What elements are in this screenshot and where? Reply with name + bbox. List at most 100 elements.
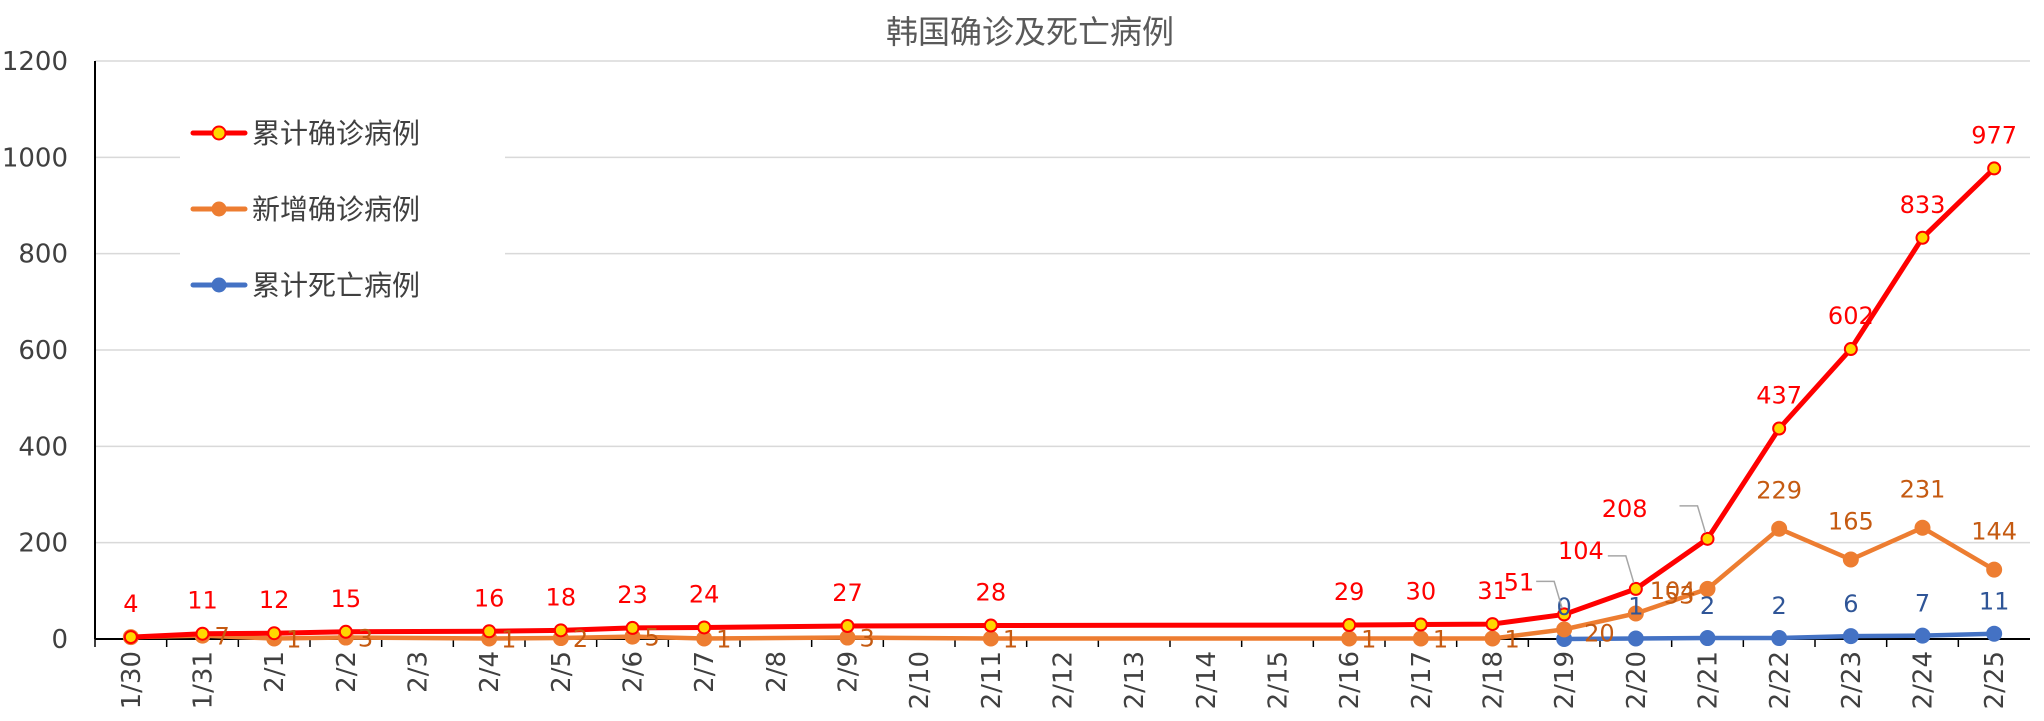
x-tick-label: 2/16 — [1335, 651, 1365, 709]
x-tick-label: 2/12 — [1049, 651, 1079, 709]
data-point — [1341, 630, 1358, 647]
data-point — [1699, 580, 1716, 597]
x-tick-label: 2/1 — [260, 651, 290, 693]
x-tick-label: 2/8 — [762, 651, 792, 693]
x-tick-label: 2/6 — [619, 651, 649, 693]
data-point — [1627, 605, 1644, 622]
data-point — [1915, 230, 1930, 245]
data-point — [1699, 630, 1716, 647]
legend-marker — [211, 201, 227, 217]
y-axis-ticks: 0 200 400 600 800 1000 1200 — [2, 47, 68, 655]
data-point — [1342, 618, 1357, 633]
data-label: 3 — [860, 625, 875, 653]
data-point — [1627, 630, 1644, 647]
data-label: 104 — [1558, 537, 1604, 565]
data-label: 18 — [546, 583, 577, 611]
x-tick-label: 2/17 — [1407, 651, 1437, 709]
data-label: 29 — [1334, 578, 1365, 606]
x-tick-label: 1/31 — [189, 651, 219, 709]
data-point — [1987, 161, 2002, 176]
x-tick-label: 2/7 — [690, 651, 720, 693]
data-point — [1914, 627, 1931, 644]
x-tick-label: 2/23 — [1837, 651, 1867, 709]
data-label: 977 — [1971, 121, 2017, 149]
data-label: 24 — [689, 580, 720, 608]
data-point — [1843, 342, 1858, 357]
x-tick-label: 2/24 — [1909, 651, 1939, 709]
x-tick-label: 2/19 — [1550, 651, 1580, 709]
data-label: 11 — [187, 587, 218, 615]
y-tick-label: 600 — [18, 336, 68, 366]
data-label: 231 — [1900, 476, 1946, 504]
data-point — [338, 624, 353, 639]
y-tick-label: 0 — [51, 625, 68, 655]
x-tick-label: 2/2 — [332, 651, 362, 693]
data-point — [1485, 617, 1500, 632]
leader-line — [1607, 555, 1635, 584]
data-label: 2 — [573, 625, 588, 653]
x-tick-label: 2/21 — [1694, 651, 1724, 709]
data-point — [1914, 519, 1931, 536]
x-tick-label: 2/13 — [1120, 651, 1150, 709]
data-label: 2 — [1772, 592, 1787, 620]
y-tick-label: 800 — [18, 240, 68, 270]
data-label: 602 — [1828, 302, 1874, 330]
x-tick-label: 2/25 — [1980, 651, 2010, 709]
leader-line — [1536, 580, 1563, 609]
data-label: 1 — [501, 626, 516, 654]
data-label: 1 — [1003, 626, 1018, 654]
data-label: 229 — [1756, 477, 1802, 505]
data-label: 23 — [617, 581, 648, 609]
data-label: 1 — [286, 626, 301, 654]
chart-title: 韩国确诊及死亡病例 — [886, 13, 1174, 51]
data-label: 437 — [1756, 382, 1802, 410]
data-label: 833 — [1900, 191, 1946, 219]
legend-marker — [211, 277, 227, 293]
legend-label: 新增确诊病例 — [252, 193, 420, 226]
leader-line — [1679, 505, 1707, 534]
data-label: 144 — [1971, 518, 2017, 546]
x-tick-label: 2/22 — [1765, 651, 1795, 709]
series-group — [122, 161, 2003, 647]
data-label: 6 — [1843, 590, 1858, 618]
x-tick-label: 2/9 — [834, 651, 864, 693]
data-point — [697, 620, 712, 635]
data-point — [1842, 628, 1859, 645]
data-label: 1 — [716, 626, 731, 654]
data-point — [983, 618, 998, 633]
data-point — [1700, 531, 1715, 546]
data-label: 3 — [358, 625, 373, 653]
data-point — [1772, 421, 1787, 436]
data-label: 1 — [1505, 626, 1520, 654]
data-point — [1628, 581, 1643, 596]
legend-label: 累计死亡病例 — [252, 269, 420, 302]
x-tick-label: 2/11 — [977, 651, 1007, 709]
data-point — [1986, 561, 2003, 578]
y-tick-label: 400 — [18, 432, 68, 462]
data-point — [482, 624, 497, 639]
data-label: 5 — [645, 624, 660, 652]
x-tick-label: 2/5 — [547, 651, 577, 693]
data-label: 11 — [1979, 588, 2010, 616]
data-point — [1556, 621, 1573, 638]
x-axis-ticks: 1/30 1/31 2/1 2/2 2/3 2/4 2/5 2/6 2/7 2/8 2/9 2/10 2… — [94, 639, 2010, 709]
legend-marker — [211, 125, 227, 141]
x-tick-label: 2/4 — [475, 651, 505, 693]
x-tick-label: 2/15 — [1264, 651, 1294, 709]
data-point — [195, 626, 210, 641]
x-tick-label: 2/14 — [1192, 651, 1222, 709]
data-labels: 4 11 12 15 16 18 23 24 27 28 29 30 31511042084376028… — [123, 121, 2017, 653]
x-tick-label: 2/10 — [905, 651, 935, 709]
data-point — [1412, 630, 1429, 647]
x-tick-label: 1/30 — [117, 651, 147, 709]
data-point — [123, 630, 138, 645]
data-point — [1842, 551, 1859, 568]
data-label: 20 — [1584, 619, 1615, 647]
data-point — [1771, 520, 1788, 537]
data-point — [625, 620, 640, 635]
data-label: 30 — [1406, 578, 1437, 606]
data-point — [840, 618, 855, 633]
data-label: 7 — [215, 623, 230, 651]
y-tick-label: 1200 — [2, 47, 68, 77]
data-label: 51 — [1504, 568, 1535, 596]
